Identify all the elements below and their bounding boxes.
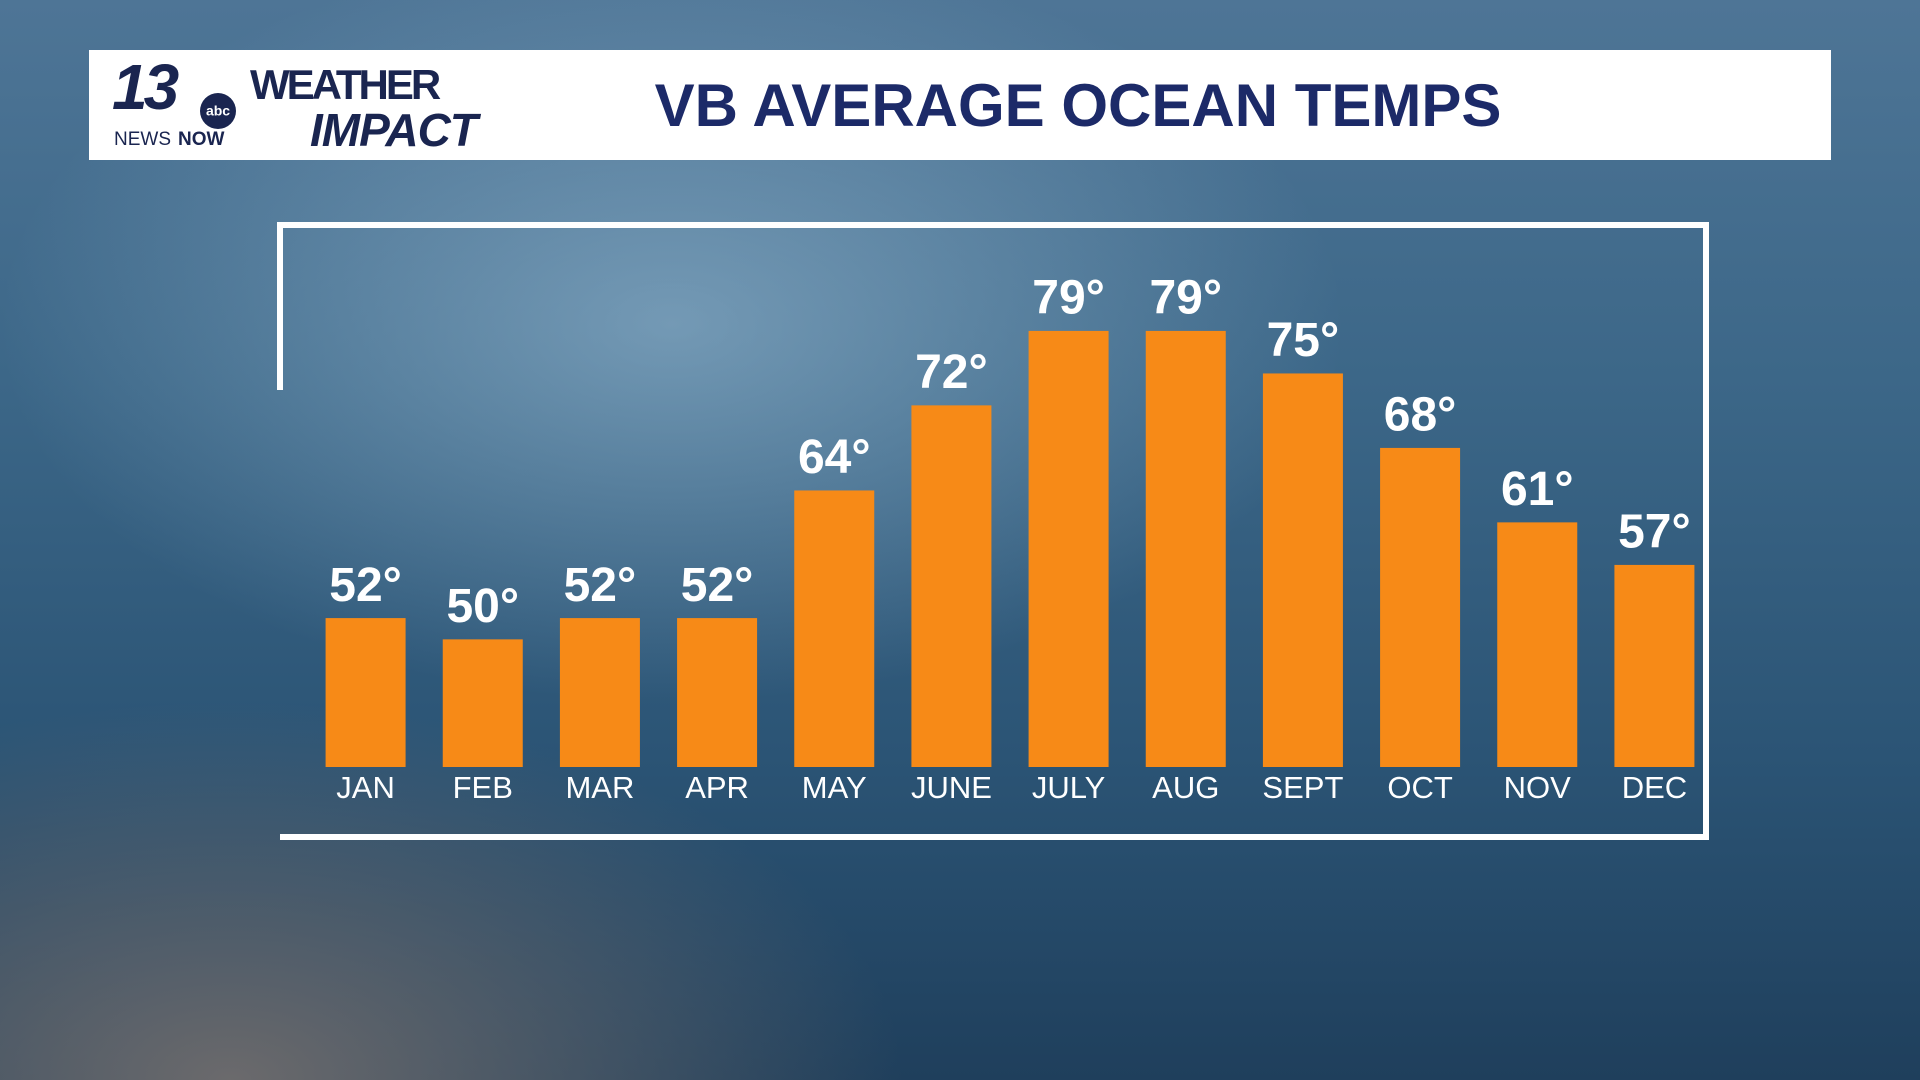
x-tick-label: MAY: [802, 770, 867, 805]
bar: [1145, 330, 1226, 767]
logo-now: NOW: [178, 129, 225, 150]
logo-network-circle: [200, 93, 236, 129]
value-label: 50°: [446, 580, 519, 633]
bar: [911, 405, 992, 767]
logo-network: abc: [206, 103, 230, 119]
bar: [1497, 522, 1578, 767]
value-label: 52°: [329, 559, 402, 612]
value-label: 75°: [1267, 314, 1340, 367]
x-tick-label: MAR: [565, 770, 634, 805]
logo-impact: IMPACT: [310, 104, 482, 156]
value-label: 52°: [564, 559, 637, 612]
bar: [559, 618, 640, 767]
value-label: 79°: [1149, 272, 1222, 325]
value-label: 72°: [915, 346, 988, 399]
bar: [794, 490, 875, 767]
logo-weather: WEATHER: [250, 61, 441, 108]
value-label: 57°: [1618, 506, 1691, 559]
bar: [442, 639, 523, 767]
bar: [1262, 373, 1343, 767]
bar: [325, 618, 406, 767]
bar: [1380, 447, 1461, 767]
x-tick-label: SEPT: [1262, 770, 1343, 805]
chart-title: VB AVERAGE OCEAN TEMPS: [655, 72, 1502, 139]
logo-news: NEWS: [114, 129, 171, 150]
x-tick-label: AUG: [1152, 770, 1219, 805]
header-bar: [89, 50, 1831, 160]
x-tick-label: OCT: [1387, 770, 1453, 805]
x-tick-label: NOV: [1504, 770, 1572, 805]
bar: [677, 618, 758, 767]
logo: 13 abc NEWS NOW WEATHER IMPACT: [112, 51, 483, 156]
x-tick-label: FEB: [453, 770, 513, 805]
x-tick-label: APR: [685, 770, 749, 805]
value-label: 61°: [1501, 463, 1574, 516]
frame: [277, 222, 1709, 840]
frame-line: [277, 222, 1709, 840]
logo-channel: 13: [112, 51, 179, 123]
x-tick-label: JAN: [336, 770, 395, 805]
value-label: 64°: [798, 431, 871, 484]
value-label: 52°: [681, 559, 754, 612]
x-tick-label: JUNE: [911, 770, 992, 805]
value-label: 79°: [1032, 272, 1105, 325]
bar: [1028, 330, 1109, 767]
x-tick-label: DEC: [1622, 770, 1687, 805]
value-label: 68°: [1384, 389, 1457, 442]
bar: [1614, 564, 1695, 767]
x-tick-label: JULY: [1032, 770, 1106, 805]
